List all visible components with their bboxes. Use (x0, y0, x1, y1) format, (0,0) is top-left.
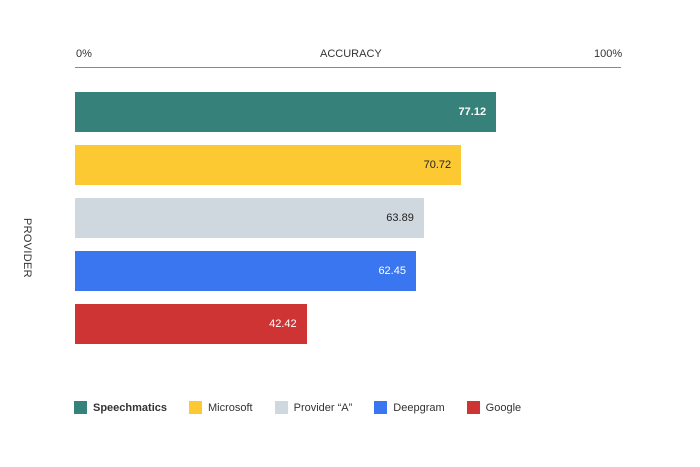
bar-google: 42.42 (75, 304, 307, 344)
legend-swatch (274, 401, 288, 414)
legend-item: Microsoft (188, 401, 253, 414)
legend-label: Microsoft (207, 401, 253, 414)
legend-swatch (466, 401, 480, 414)
x-axis-title: ACCURACY (320, 48, 382, 60)
bar-speechmatics: 77.12 (75, 92, 497, 132)
bar-value-label: 42.42 (269, 318, 297, 330)
legend-swatch (74, 401, 87, 414)
x-axis-line (75, 67, 621, 68)
y-axis-title: PROVIDER (21, 218, 33, 278)
x-axis-min-label: 0% (76, 48, 92, 60)
bar-value-label: 77.12 (458, 106, 487, 118)
legend-item: Provider “A” (274, 401, 353, 414)
legend-swatch (188, 401, 202, 414)
legend-label: Deepgram (393, 401, 445, 414)
bar-value-label: 63.89 (386, 212, 414, 224)
legend-swatch (374, 401, 388, 414)
x-axis-max-label: 100% (594, 48, 623, 60)
legend-item: Google (466, 401, 522, 414)
legend-item: Deepgram (374, 401, 445, 414)
bar-provider-a: 63.89 (75, 198, 424, 238)
bar-value-label: 62.45 (378, 265, 406, 277)
legend: Speechmatics Microsoft Provider “A” Deepgra… (74, 401, 543, 414)
bar-microsoft: 70.72 (75, 145, 462, 185)
legend-label: Speechmatics (93, 401, 167, 414)
legend-label: Google (485, 401, 522, 414)
bar-deepgram: 62.45 (75, 251, 416, 291)
legend-item: Speechmatics (74, 401, 167, 414)
legend-label: Provider “A” (293, 401, 353, 414)
bar-value-label: 70.72 (423, 159, 452, 171)
